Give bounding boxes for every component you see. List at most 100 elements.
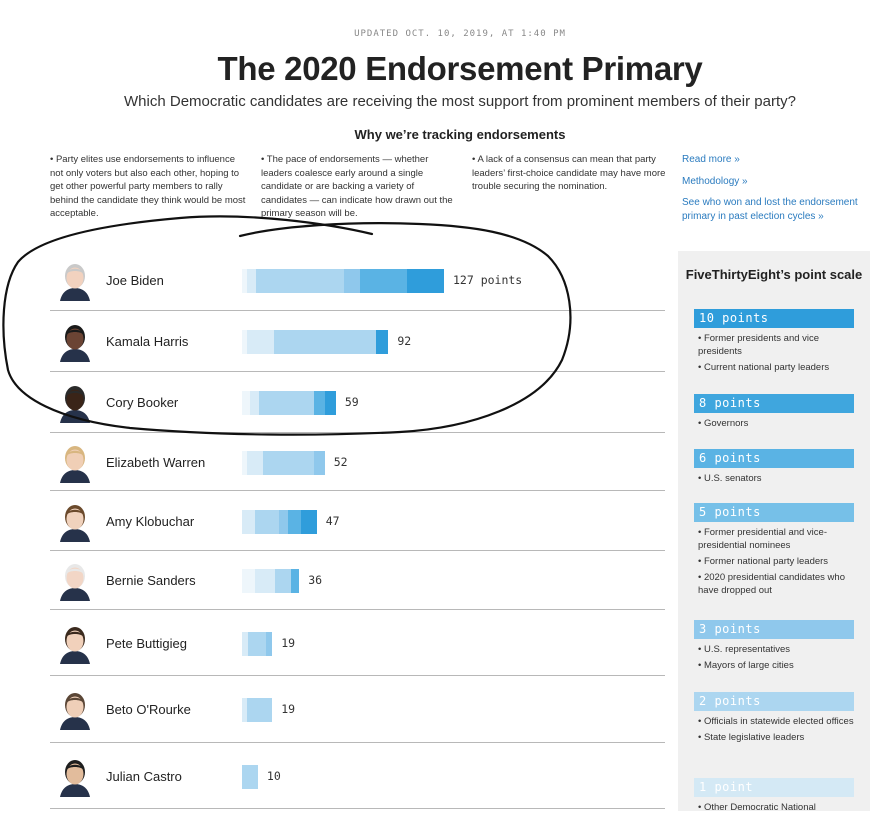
endorsement-bar: [242, 269, 444, 293]
points-label: 92: [397, 334, 412, 348]
endorsement-bar-segment: [256, 269, 344, 293]
point-tier: 10 points • Former presidents and vice pr…: [694, 309, 854, 374]
endorsement-bar-segment: [254, 510, 279, 534]
endorsement-bar-segment: [246, 330, 274, 354]
endorsement-bar-segment: [242, 510, 255, 534]
point-tier-item: • Former presidents and vice presidents: [698, 333, 820, 357]
endorsement-bar-segment: [246, 698, 273, 722]
point-tier: 8 points • Governors: [694, 394, 854, 430]
explainer-bullet-1: • Party elites use endorsements to influ…: [50, 154, 246, 219]
point-tier: 5 points • Former presidential and vice-p…: [694, 503, 854, 597]
endorsement-bar-segment: [242, 632, 249, 656]
why-heading: Why we’re tracking endorsements: [354, 127, 566, 142]
point-tier-label: 1 point: [694, 778, 854, 797]
endorsement-bar-segment: [249, 391, 260, 415]
endorsement-bar-segment: [273, 330, 376, 354]
past-cycles-link[interactable]: See who won and lost the endorsement pri…: [682, 197, 858, 222]
point-tier-item: • State legislative leaders: [698, 732, 805, 743]
point-scale-title: FiveThirtyEight’s point scale: [685, 267, 863, 282]
endorsement-bar-segment: [278, 510, 289, 534]
candidate-avatar: [60, 325, 90, 362]
points-label: 47: [325, 514, 340, 528]
point-tier: 1 point • Other Democratic National: [694, 778, 854, 814]
candidate-name: Joe Biden: [106, 273, 164, 288]
endorsement-bar-segment: [242, 765, 258, 789]
candidate-avatar: [60, 760, 90, 797]
candidate-avatar: [60, 505, 90, 542]
point-tier-item: • Mayors of large cities: [698, 660, 794, 671]
endorsement-bar-segment: [313, 391, 325, 415]
page-subtitle: Which Democratic candidates are receivin…: [124, 93, 796, 110]
candidate-name: Bernie Sanders: [106, 573, 196, 588]
points-label: 19: [281, 636, 296, 650]
endorsement-bar: [242, 330, 389, 354]
point-tier-item: • U.S. representatives: [698, 644, 791, 655]
endorsement-bar-segment: [246, 451, 263, 475]
point-tier: 3 points • U.S. representatives • Mayors o…: [694, 620, 854, 672]
point-tier: 6 points • U.S. senators: [694, 449, 854, 485]
point-tier-label: 2 points: [694, 692, 854, 711]
candidate-avatar: [60, 446, 90, 483]
endorsement-bar-segment: [242, 698, 247, 722]
endorsement-bar-segment: [375, 330, 389, 354]
endorsement-bar: [242, 698, 273, 722]
endorsement-bar-segment: [242, 569, 255, 593]
explainer-bullet-2: • The pace of endorsements — whether lea…: [261, 154, 453, 219]
points-label: 52: [333, 455, 348, 469]
candidate-row: Elizabeth Warren 52: [50, 434, 665, 491]
page-title: The 2020 Endorsement Primary: [217, 50, 703, 87]
candidate-name: Amy Klobuchar: [106, 514, 195, 529]
endorsement-bar-segment: [291, 569, 300, 593]
candidate-avatar: [60, 627, 90, 664]
point-tier-label: 5 points: [694, 503, 854, 522]
point-tier: 2 points • Officials in statewide elected…: [694, 692, 854, 744]
candidate-row: Cory Booker 59: [50, 373, 665, 433]
endorsement-bar-segment: [248, 632, 266, 656]
candidate-row: Beto O'Rourke 19: [50, 677, 665, 743]
point-tier-item: • U.S. senators: [698, 473, 762, 484]
endorsement-bar-segment: [313, 451, 325, 475]
endorsement-bar: [242, 451, 325, 475]
candidate-name: Beto O'Rourke: [106, 702, 191, 717]
endorsement-bar-segment: [300, 510, 317, 534]
point-tier-item: • Officials in statewide elected offices: [698, 716, 854, 727]
endorsement-bar-segment: [343, 269, 360, 293]
point-tier-item: • Other Democratic National: [698, 802, 816, 813]
endorsement-bar-segment: [407, 269, 444, 293]
endorsement-bar-segment: [359, 269, 408, 293]
endorsement-bar-segment: [242, 451, 247, 475]
points-label: 19: [281, 702, 296, 716]
points-label: 10: [266, 769, 281, 783]
candidate-name: Elizabeth Warren: [106, 455, 206, 470]
candidate-name: Cory Booker: [106, 395, 179, 410]
explainer-bullet-3: • A lack of a consensus can mean that pa…: [472, 154, 666, 192]
point-tier-item: • Former presidential and vice-president…: [698, 527, 827, 551]
point-tier-label: 3 points: [694, 620, 854, 639]
candidate-name: Julian Castro: [106, 769, 182, 784]
point-tier-label: 8 points: [694, 394, 854, 413]
point-tier-item: • Former national party leaders: [698, 556, 829, 567]
point-tier-label: 6 points: [694, 449, 854, 468]
candidate-row: Kamala Harris 92: [50, 312, 665, 372]
endorsement-bar-segment: [242, 391, 250, 415]
points-label: 59: [344, 395, 359, 409]
candidate-avatar: [60, 564, 90, 601]
points-label: 36: [308, 573, 323, 587]
endorsement-bar-segment: [324, 391, 336, 415]
read-more-link[interactable]: Read more »: [682, 154, 740, 165]
point-tier-label: 10 points: [694, 309, 854, 328]
endorsement-bar-segment: [275, 569, 292, 593]
endorsement-bar-segment: [265, 632, 273, 656]
candidate-row: Bernie Sanders 36: [50, 552, 665, 610]
candidate-avatar: [60, 386, 90, 423]
candidate-avatar: [60, 264, 90, 301]
candidate-name: Pete Buttigieg: [106, 636, 187, 651]
point-tier-item: • 2020 presidential candidates who have …: [698, 572, 845, 596]
methodology-link[interactable]: Methodology »: [682, 176, 748, 187]
candidate-name: Kamala Harris: [106, 334, 189, 349]
endorsement-bar-segment: [288, 510, 301, 534]
endorsement-bar: [242, 765, 258, 789]
candidate-row: Joe Biden 127 points: [50, 251, 665, 311]
candidate-row: Pete Buttigieg 19: [50, 611, 665, 676]
endorsement-bar-segment: [246, 269, 257, 293]
